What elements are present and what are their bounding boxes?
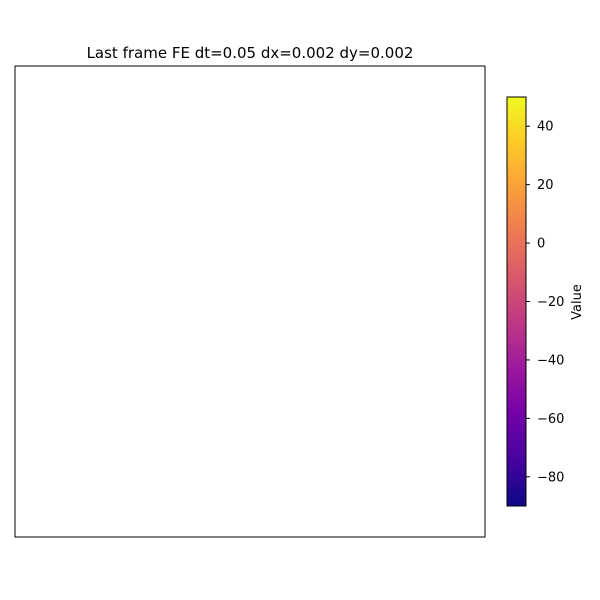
colorbar-tick-label: −60 — [537, 412, 564, 427]
colorbar-tick-label: 20 — [537, 178, 554, 193]
colorbar-tick-label: 40 — [537, 120, 554, 135]
colorbar-label: Value — [570, 284, 585, 320]
colorbar-tick-label: −20 — [537, 295, 564, 310]
colorbar-gradient — [506, 96, 527, 507]
plot-area — [14, 65, 486, 538]
colorbar-tick-label: −40 — [537, 353, 564, 368]
chart-title: Last frame FE dt=0.05 dx=0.002 dy=0.002 — [87, 44, 414, 62]
colorbar-tick-label: −80 — [537, 470, 564, 485]
colorbar: −80 −60 −40 −20 0 20 40 Value — [506, 96, 585, 507]
colorbar-ticks: −80 −60 −40 −20 0 20 40 — [526, 120, 564, 485]
colorbar-tick-label: 0 — [537, 237, 545, 252]
